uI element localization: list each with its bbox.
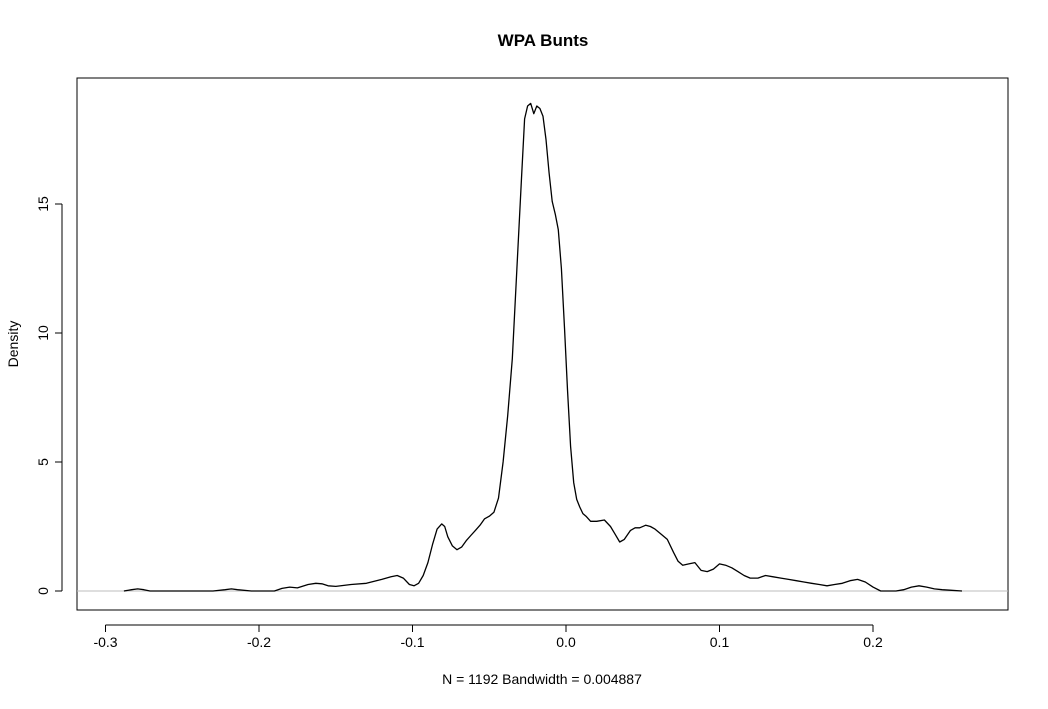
x-tick-label: 0.2 <box>863 634 883 650</box>
x-tick-label: -0.1 <box>400 634 424 650</box>
x-tick-label: 0.0 <box>556 634 576 650</box>
x-axis-label: N = 1192 Bandwidth = 0.004887 <box>442 671 642 687</box>
x-axis: -0.3 -0.2 -0.1 0.0 0.1 0.2 <box>93 624 883 650</box>
x-tick-label: -0.2 <box>247 634 271 650</box>
plot-frame <box>76 77 1009 611</box>
y-tick-label: 0 <box>35 587 51 595</box>
x-tick-label: -0.3 <box>93 634 117 650</box>
y-tick-label: 10 <box>35 325 51 341</box>
density-line <box>123 102 963 592</box>
x-tick-label: 0.1 <box>710 634 730 650</box>
y-axis-label: Density <box>5 321 21 368</box>
chart-title: WPA Bunts <box>498 31 589 50</box>
y-axis: 0 5 10 15 <box>35 196 63 595</box>
y-tick-label: 15 <box>35 196 51 212</box>
y-tick-label: 5 <box>35 458 51 466</box>
